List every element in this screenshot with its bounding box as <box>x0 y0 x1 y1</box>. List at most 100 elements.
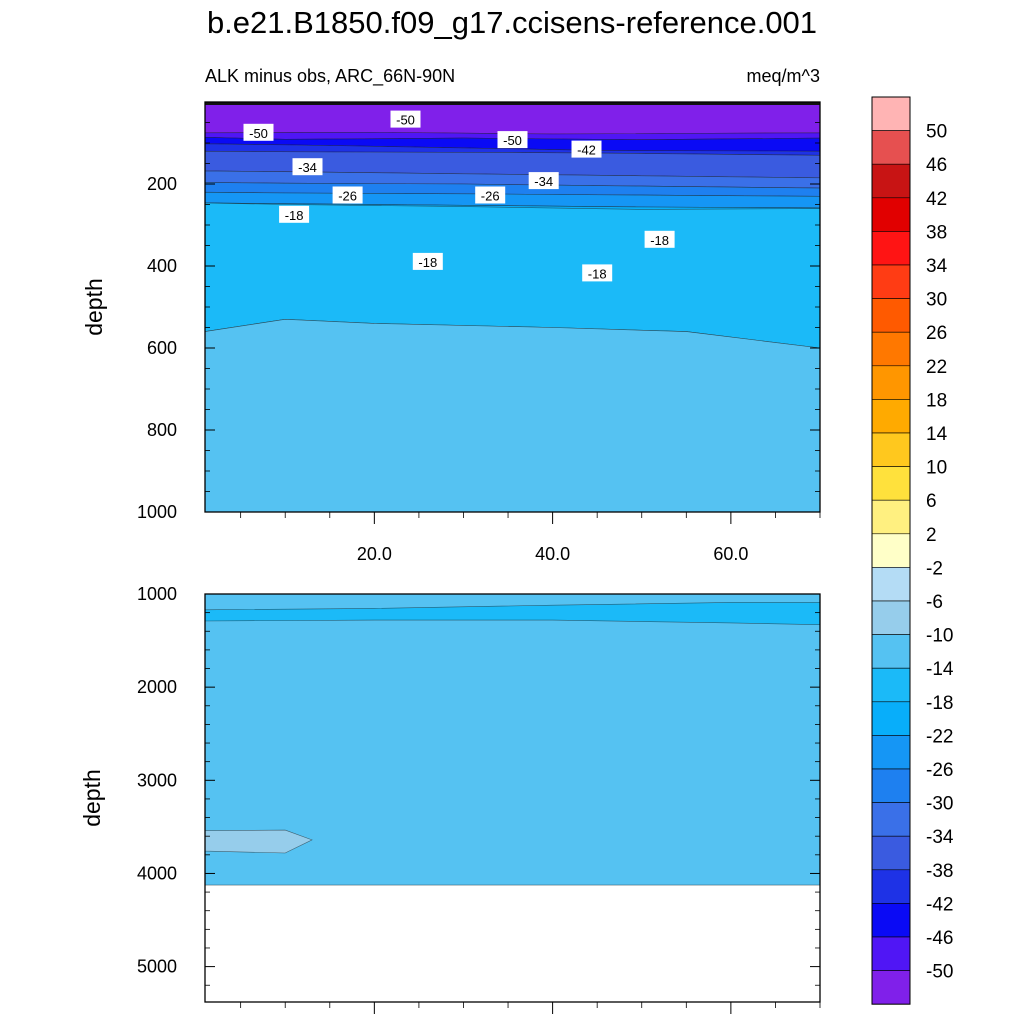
contour-label-bg <box>644 230 675 248</box>
upper-x-tick-label-1: 40.0 <box>535 544 570 564</box>
colorbar: 50 46 42 38 34 30 26 22 18 14 10 6 2 -2 -6 -10 -14 -18 -22… <box>871 96 954 1005</box>
contour-label-3: -42 <box>571 140 602 158</box>
colorbar-swatch-11 <box>871 466 911 501</box>
contour-label-6: -26 <box>332 186 363 204</box>
contour-label-text: -18 <box>418 255 437 270</box>
contour-label-11: -18 <box>644 230 675 248</box>
colorbar-label-7: 22 <box>926 357 947 378</box>
lower-axes: 1000 2000 3000 4000 5000 <box>137 584 821 1014</box>
colorbar-label-1: 46 <box>926 155 947 176</box>
contour-label-text: -26 <box>338 189 357 204</box>
colorbar-frame <box>871 96 911 1005</box>
contour-label-bg <box>390 110 421 128</box>
colorbar-label-9: 14 <box>926 424 948 445</box>
contour-label-bg <box>528 172 559 190</box>
colorbar-label-23: -42 <box>926 894 953 915</box>
colorbar-swatch-16 <box>871 634 911 669</box>
lower-depth-panel: 1000 2000 3000 4000 5000 depth <box>79 584 821 1014</box>
colorbar-swatch-4 <box>871 231 911 266</box>
colorbar-swatch-1 <box>871 130 911 165</box>
lower-y-tick-label-0: 1000 <box>137 584 177 604</box>
colorbar-swatch-22 <box>871 835 911 871</box>
upper-contour-fills <box>205 102 820 512</box>
colorbar-label-17: -18 <box>926 693 953 714</box>
colorbar-label-11: 6 <box>926 491 937 512</box>
contour-label-text: -34 <box>534 174 553 189</box>
contour-label-bg <box>582 264 613 282</box>
upper-y-axis-label: depth <box>81 278 107 336</box>
colorbar-label-2: 42 <box>926 189 947 210</box>
upper-x-tick-label-0: 20.0 <box>357 544 392 564</box>
colorbar-swatch-8 <box>871 365 911 400</box>
lower-y-tick-label-4: 5000 <box>137 957 177 977</box>
colorbar-label-8: 18 <box>926 390 947 411</box>
colorbar-swatch-19 <box>871 735 911 770</box>
colorbar-swatch-26 <box>871 970 911 1005</box>
contour-label-bg <box>332 186 363 204</box>
lower-y-tick-label-3: 4000 <box>137 863 177 883</box>
colorbar-label-15: -10 <box>926 626 953 647</box>
contour-label-text: -18 <box>650 233 669 248</box>
contour-label-bg <box>412 252 443 270</box>
colorbar-swatch-0 <box>871 96 911 131</box>
colorbar-swatch-13 <box>871 533 911 568</box>
colorbar-label-14: -6 <box>926 592 943 613</box>
upper-band-10 <box>205 318 820 512</box>
colorbar-swatch-3 <box>871 197 911 232</box>
contour-label-bg <box>243 123 274 141</box>
contour-label-text: -26 <box>481 189 500 204</box>
upper-y-tick-label-2: 600 <box>147 338 177 358</box>
contour-label-bg <box>497 131 528 149</box>
colorbar-label-0: 50 <box>926 122 947 143</box>
colorbar-swatch-2 <box>871 163 911 199</box>
colorbar-swatch-18 <box>871 701 911 736</box>
lower-y-tick-label-2: 3000 <box>137 770 177 790</box>
figure-title: b.e21.B1850.f09_g17.ccisens-reference.00… <box>207 5 817 40</box>
contour-label-bg <box>279 205 310 223</box>
contour-label-text: -50 <box>396 113 415 128</box>
contour-label-text: -50 <box>249 126 268 141</box>
lower-plot-frame <box>204 593 821 1003</box>
colorbar-swatch-20 <box>871 768 911 803</box>
colorbar-swatch-25 <box>871 936 911 971</box>
colorbar-swatch-15 <box>871 600 911 635</box>
contour-label-text: -50 <box>503 133 522 148</box>
colorbar-label-5: 30 <box>926 290 947 311</box>
colorbar-swatch-21 <box>871 802 911 837</box>
colorbar-label-25: -50 <box>926 962 953 983</box>
colorbar-swatch-5 <box>871 264 911 299</box>
colorbar-swatch-14 <box>871 567 911 602</box>
contour-label-text: -42 <box>577 143 596 158</box>
subtitle-left: ALK minus obs, ARC_66N-90N <box>205 66 455 87</box>
upper-y-tick-label-3: 800 <box>147 420 177 440</box>
colorbar-label-12: 2 <box>926 525 937 546</box>
upper-contour-labels: -50 -50 -50 -42 -34 -34 -26 -26 -18 -18 -18 -18 <box>243 110 675 282</box>
upper-depth-panel: 200 400 600 800 1000 20.0 40.0 60.0 -50 -50 -50 -4… <box>81 101 821 564</box>
upper-band-0 <box>205 103 820 135</box>
colorbar-label-6: 26 <box>926 323 947 344</box>
colorbar-swatch-10 <box>871 432 911 467</box>
contour-label-9: -18 <box>412 252 443 270</box>
colorbar-label-19: -26 <box>926 760 953 781</box>
contour-label-10: -18 <box>582 264 613 282</box>
upper-x-tick-label-2: 60.0 <box>713 544 748 564</box>
contour-label-text: -18 <box>588 266 607 281</box>
lower-band-0 <box>205 594 820 886</box>
contour-label-2: -50 <box>497 131 528 149</box>
colorbar-label-16: -14 <box>926 659 954 680</box>
colorbar-swatch-17 <box>871 667 911 703</box>
upper-y-tick-label-1: 400 <box>147 256 177 276</box>
contour-label-bg <box>292 158 323 176</box>
colorbar-swatch-9 <box>871 399 911 434</box>
contour-label-4: -34 <box>292 158 323 176</box>
colorbar-label-22: -38 <box>926 861 953 882</box>
colorbar-swatch-12 <box>871 499 911 535</box>
upper-y-tick-label-0: 200 <box>147 174 177 194</box>
colorbar-swatch-7 <box>871 331 911 367</box>
lower-y-tick-label-1: 2000 <box>137 677 177 697</box>
colorbar-label-20: -30 <box>926 794 953 815</box>
colorbar-swatch-23 <box>871 869 911 904</box>
colorbar-label-13: -2 <box>926 558 943 579</box>
colorbar-label-24: -46 <box>926 928 953 949</box>
